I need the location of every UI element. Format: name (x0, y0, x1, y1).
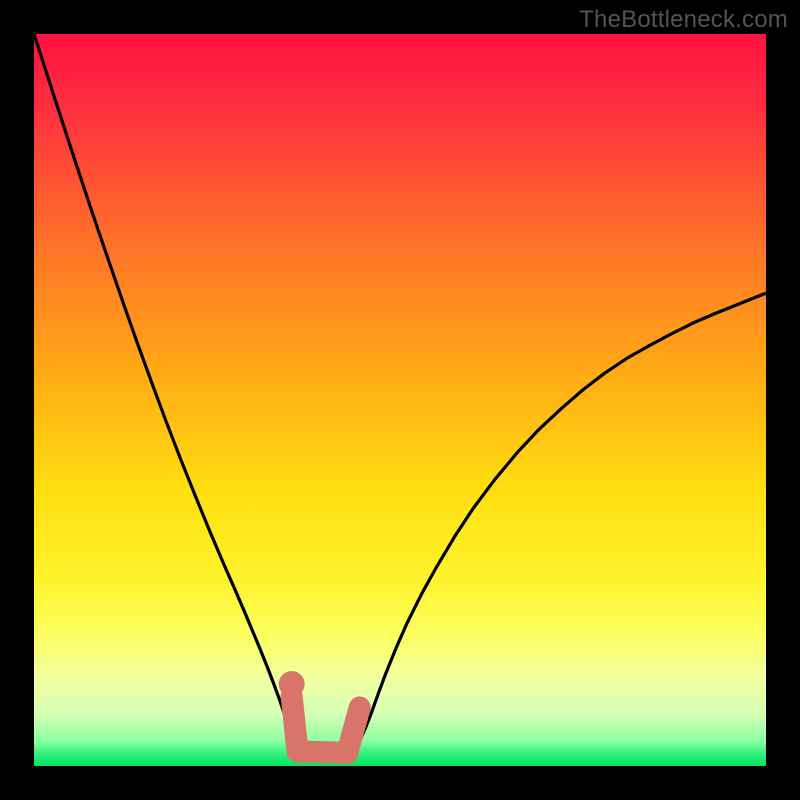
bottleneck-curve (34, 34, 766, 760)
plot-area (34, 34, 766, 766)
highlight-marker-dot (279, 671, 305, 697)
curve-layer (34, 34, 766, 766)
watermark-text: TheBottleneck.com (579, 6, 788, 34)
highlight-marker-segment (347, 707, 359, 752)
